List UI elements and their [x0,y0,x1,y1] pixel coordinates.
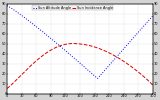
Line: Sun Incidence Angle: Sun Incidence Angle [7,44,153,88]
Sun Incidence Angle [6,88,8,89]
Sun Altitude Angle [6,5,8,6]
Sun Altitude Angle [7,5,8,6]
Sun Incidence Angle [130,66,132,67]
Sun Incidence Angle [72,43,74,44]
Sun Altitude Angle [96,78,98,79]
Sun Altitude Angle [93,75,95,76]
Sun Altitude Angle [152,15,154,16]
Line: Sun Altitude Angle: Sun Altitude Angle [7,6,153,78]
Sun Altitude Angle [130,40,132,42]
Sun Incidence Angle [93,46,95,47]
Sun Altitude Angle [92,74,94,76]
Sun Altitude Angle [139,30,141,31]
Legend: Sun Altitude Angle, Sun Incidence Angle: Sun Altitude Angle, Sun Incidence Angle [32,5,113,10]
Sun Altitude Angle [95,77,97,78]
Sun Incidence Angle [7,88,8,89]
Sun Incidence Angle [93,46,95,48]
Sun Incidence Angle [96,47,98,48]
Sun Incidence Angle [139,73,141,74]
Sun Incidence Angle [152,85,154,86]
